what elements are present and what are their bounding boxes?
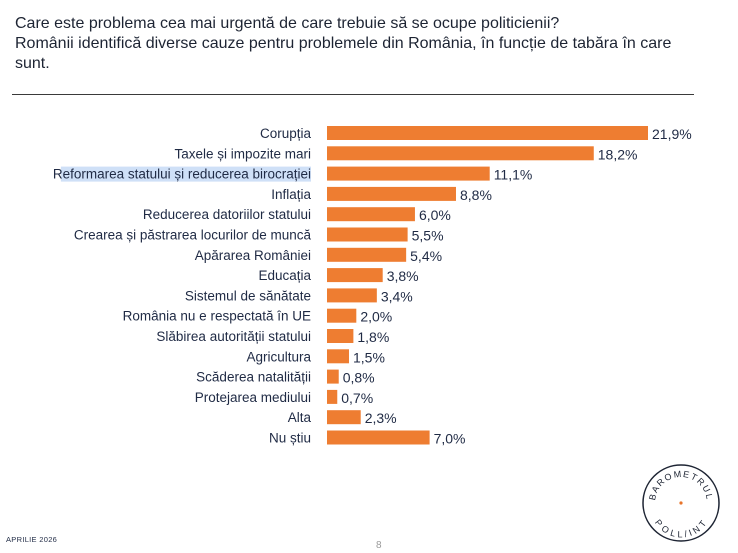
category-label: Protejarea mediului — [195, 390, 311, 405]
category-label: Reformarea statului și reducerea birocra… — [53, 167, 311, 182]
bar — [327, 186, 456, 201]
value-label: 0,7% — [341, 390, 373, 406]
value-label: 2,3% — [365, 410, 397, 426]
value-label: 11,1% — [494, 167, 533, 183]
title-line-1: Care este problema cea mai urgentă de ca… — [15, 15, 560, 32]
title-line-3: sunt. — [15, 55, 50, 72]
bar — [327, 369, 339, 384]
bar — [327, 268, 383, 283]
value-label: 18,2% — [598, 146, 638, 162]
bar — [327, 430, 430, 445]
category-label: Alta — [288, 410, 312, 425]
title-line-2: Românii identifică diverse cauze pentru … — [15, 35, 672, 52]
bar — [327, 349, 349, 364]
category-label: Agricultura — [246, 349, 311, 364]
category-label: Reducerea datoriilor statului — [143, 207, 311, 222]
category-label: Corupția — [260, 126, 312, 141]
category-label: Apărarea României — [195, 248, 311, 263]
bar — [327, 308, 357, 323]
value-label: 3,4% — [381, 288, 413, 304]
bar — [327, 207, 415, 222]
category-label: Nu știu — [269, 431, 311, 446]
value-label: 8,8% — [460, 187, 492, 203]
value-label: 3,8% — [387, 268, 419, 284]
value-label: 2,0% — [360, 309, 392, 325]
chart-title: Care este problema cea mai urgentă de ca… — [15, 14, 705, 74]
category-label: Inflația — [271, 187, 311, 202]
value-label: 0,8% — [343, 370, 375, 386]
category-label: Educația — [258, 268, 311, 283]
bar — [327, 227, 408, 242]
bar — [327, 247, 407, 262]
bar — [327, 389, 338, 404]
barometrul-pollint-logo: BAROMETRUL POLL/INT — [642, 464, 720, 542]
category-label: Taxele și impozite mari — [174, 146, 311, 161]
bar — [327, 288, 377, 303]
page-number: 8 — [376, 540, 382, 551]
category-label: Slăbirea autorității statului — [156, 329, 311, 344]
value-label: 1,5% — [353, 349, 385, 365]
value-label: 6,0% — [419, 207, 451, 223]
category-label: Sistemul de sănătate — [185, 288, 311, 303]
bar — [327, 166, 490, 181]
category-label: România nu e respectată în UE — [123, 309, 311, 324]
value-label: 5,5% — [412, 228, 444, 244]
category-label: Scăderea natalității — [196, 370, 311, 385]
value-label: 1,8% — [357, 329, 389, 345]
bar — [327, 329, 354, 343]
title-divider — [12, 94, 694, 95]
selection-highlight — [60, 166, 311, 182]
bar — [327, 126, 648, 140]
category-label: Crearea și păstrarea locurilor de muncă — [74, 228, 312, 243]
value-label: 21,9% — [652, 126, 692, 142]
logo-dot — [679, 501, 683, 505]
bar — [327, 146, 594, 161]
value-label: 5,4% — [410, 248, 442, 264]
value-label: 7,0% — [434, 431, 466, 447]
bar — [327, 410, 361, 425]
footer-date: APRILIE 2026 — [6, 535, 58, 544]
